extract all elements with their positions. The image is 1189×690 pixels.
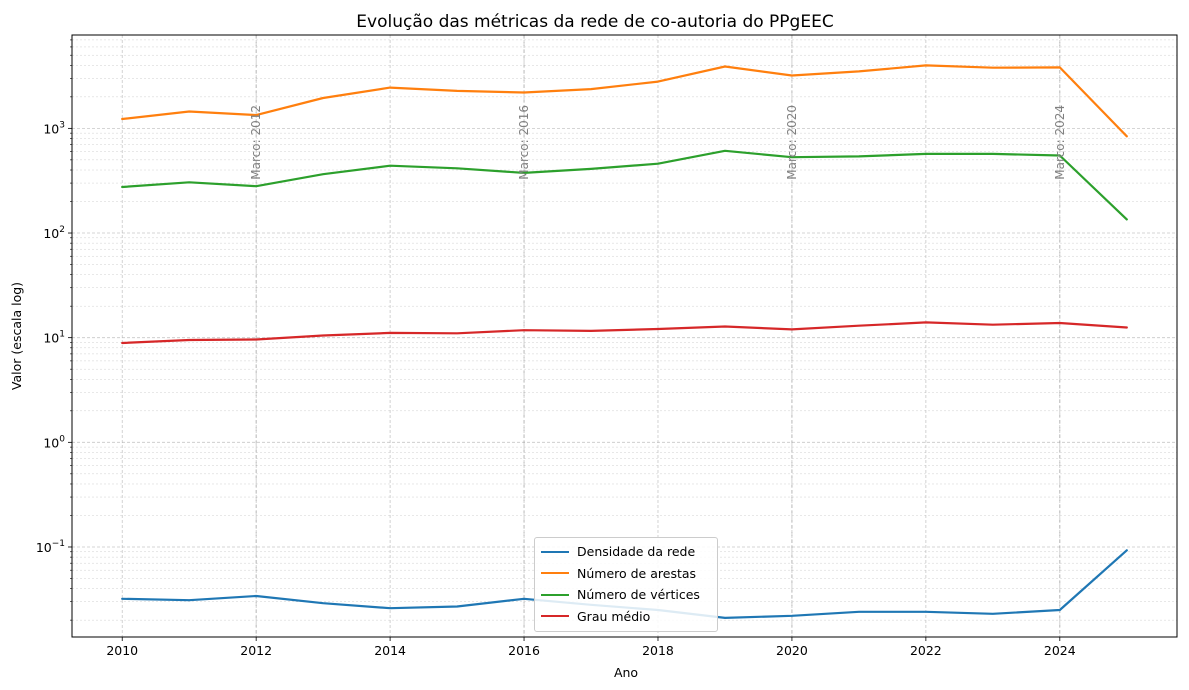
x-axis-ticks: 2010 2012 2014 2016 2018 2020 2022 2024: [106, 637, 1076, 658]
y-tick-label: 100: [43, 434, 65, 450]
legend-item: Grau médio: [535, 606, 717, 628]
marker-annotation: Marco: 2020: [785, 105, 799, 180]
x-tick-label: 2014: [374, 643, 406, 658]
series-line: [121, 149, 1128, 221]
legend-label: Grau médio: [577, 608, 651, 624]
x-tick-label: 2010: [106, 643, 138, 658]
legend-label: Número de vértices: [577, 587, 700, 603]
legend-swatch: [541, 593, 569, 596]
y-tick-label: 101: [43, 330, 65, 346]
marker-annotation: Marco: 2016: [517, 105, 531, 180]
y-axis-ticks: 10−1 100 101 102 103: [36, 39, 72, 621]
legend-item: Número de arestas: [535, 563, 717, 585]
legend-swatch: [541, 572, 569, 575]
legend-item: Densidade da rede: [535, 541, 717, 563]
x-tick-label: 2020: [776, 643, 808, 658]
legend-swatch: [541, 615, 569, 618]
legend-label: Densidade da rede: [577, 544, 696, 560]
x-tick-label: 2012: [240, 643, 272, 658]
grid: [72, 35, 1177, 637]
marker-annotations: Marco: 2012 Marco: 2016 Marco: 2020 Marco: …: [249, 105, 1067, 180]
x-tick-label: 2024: [1044, 643, 1076, 658]
x-axis-label: Ano: [614, 665, 638, 680]
chart-title: Evolução das métricas da rede de co-auto…: [356, 12, 833, 32]
series-line: [121, 321, 1128, 345]
legend-item: Número de vértices: [535, 584, 717, 606]
x-tick-label: 2016: [508, 643, 540, 658]
y-axis-label: Valor (escala log): [9, 282, 24, 390]
y-tick-label: 102: [43, 225, 65, 241]
series-lines: [121, 64, 1128, 620]
legend: Densidade da rede Número de arestas Número…: [534, 537, 718, 632]
y-tick-label: 103: [43, 120, 65, 136]
x-tick-label: 2018: [642, 643, 674, 658]
y-tick-label: 10−1: [36, 539, 65, 555]
plot-frame: [71, 34, 1178, 638]
series-line: [121, 64, 1128, 138]
marker-annotation: Marco: 2024: [1053, 105, 1067, 180]
legend-label: Número de arestas: [577, 565, 697, 581]
x-tick-label: 2022: [910, 643, 942, 658]
marker-lines: [255, 35, 1061, 637]
legend-swatch: [541, 550, 569, 553]
marker-annotation: Marco: 2012: [249, 105, 263, 180]
